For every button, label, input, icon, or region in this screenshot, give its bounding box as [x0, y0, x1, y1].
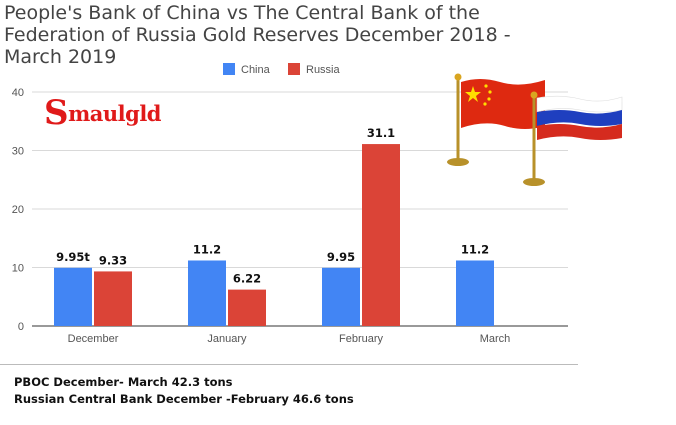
- bar-russia: [362, 144, 400, 326]
- bar-russia: [228, 289, 266, 326]
- x-tick-label: February: [339, 333, 384, 345]
- smaulgld-logo: Smaulgld: [44, 93, 161, 133]
- data-label: 9.33: [99, 253, 127, 267]
- bar-china: [322, 267, 360, 326]
- data-label: 9.95t: [56, 250, 90, 264]
- footnote-pboc: PBOC December- March 42.3 tons: [14, 375, 233, 389]
- legend: China Russia: [223, 63, 341, 76]
- bar-china: [54, 267, 92, 326]
- data-labels: 9.95t 9.33 11.2 6.22 9.95 31.1 11.2: [56, 126, 489, 286]
- legend-label-russia: Russia: [306, 64, 341, 76]
- footer-divider: [0, 364, 578, 365]
- x-tick-label: March: [480, 333, 511, 345]
- legend-swatch-russia: [288, 63, 300, 75]
- china-flag: [447, 73, 545, 166]
- legend-label-china: China: [241, 64, 271, 76]
- data-label: 9.95: [327, 250, 355, 264]
- y-tick-label: 30: [12, 146, 24, 158]
- y-tick-label: 40: [12, 87, 24, 99]
- data-label: 6.22: [233, 272, 261, 286]
- data-label: 31.1: [367, 126, 395, 140]
- x-axis-ticks: December January February March: [68, 333, 511, 345]
- data-label: 11.2: [193, 242, 221, 256]
- bar-china: [188, 260, 226, 326]
- x-tick-label: December: [68, 333, 119, 345]
- bar-china: [456, 260, 494, 326]
- chart-title: People's Bank of China vs The Central Ba…: [4, 2, 511, 68]
- russia-flag: [523, 91, 623, 186]
- y-tick-label: 0: [18, 321, 24, 333]
- bars: [54, 144, 494, 326]
- y-tick-label: 20: [12, 204, 24, 216]
- bar-russia: [94, 271, 132, 326]
- data-label: 11.2: [461, 242, 489, 256]
- x-tick-label: January: [207, 333, 247, 345]
- y-tick-label: 10: [12, 263, 24, 275]
- y-axis-ticks: 0 10 20 30 40: [12, 87, 24, 333]
- legend-swatch-china: [223, 63, 235, 75]
- footnote-russia: Russian Central Bank December -February …: [14, 392, 354, 406]
